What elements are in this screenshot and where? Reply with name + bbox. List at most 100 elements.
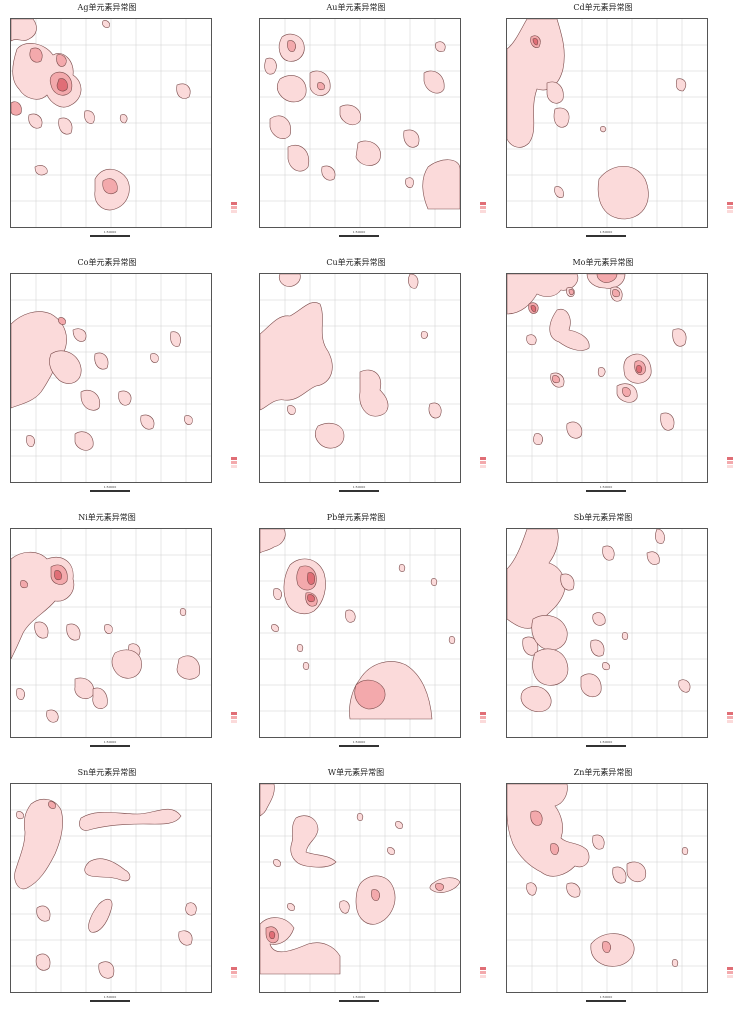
map-panel-ag: Ag单元素异常图 1:50000 [4, 2, 250, 252]
map-frame[interactable] [10, 783, 212, 993]
anomaly-zone [339, 104, 361, 126]
map-frame[interactable] [259, 18, 461, 228]
anomaly-zone [118, 390, 132, 406]
scale-bar: 1:50000 [586, 230, 626, 242]
scale-bar-graphic [90, 235, 130, 237]
anomaly-zone [321, 165, 336, 181]
anomaly-zone [269, 931, 276, 940]
anomaly-zone [276, 75, 307, 103]
legend-swatch-mid [231, 716, 237, 719]
anomaly-zone [429, 877, 460, 893]
anomaly-zone [675, 78, 687, 92]
anomaly-zone [98, 961, 115, 979]
anomaly-zone [28, 113, 43, 129]
scale-bar-graphic [90, 745, 130, 747]
map-frame[interactable] [259, 783, 461, 993]
legend-swatch-mid [480, 206, 486, 209]
anomaly-zone [46, 709, 59, 723]
anomaly-zone [302, 662, 310, 670]
anomaly-zone [185, 902, 197, 916]
legend-swatch-high [727, 457, 733, 460]
anomaly-zone [36, 905, 51, 922]
anomaly-zone [553, 107, 570, 128]
anomaly-zone [554, 186, 564, 198]
map-panel-ni: Ni单元素异常图 1:50000 [4, 512, 250, 762]
anomaly-map [11, 784, 211, 992]
map-legend [727, 457, 733, 469]
scale-bar: 1:50000 [586, 995, 626, 1007]
anomaly-zone [592, 834, 605, 850]
map-frame[interactable] [259, 528, 461, 738]
anomaly-zone [428, 402, 442, 419]
map-frame[interactable] [506, 273, 708, 483]
anomaly-zone [597, 166, 649, 220]
anomaly-zone [58, 317, 66, 325]
anomaly-zone [568, 289, 575, 296]
map-panel-sn: Sn单元素异常图 1:50000 [4, 767, 250, 1017]
anomaly-zone [597, 367, 606, 377]
map-frame[interactable] [506, 783, 708, 993]
scale-bar-graphic [339, 235, 379, 237]
anomaly-zone [681, 847, 689, 855]
anomaly-zone [84, 858, 131, 882]
anomaly-map [11, 274, 211, 482]
anomaly-map [260, 274, 460, 482]
anomaly-zone [520, 686, 552, 712]
map-legend [727, 202, 733, 214]
scale-bar: 1:50000 [90, 995, 130, 1007]
legend-swatch-high [480, 712, 486, 715]
anomaly-zone [260, 529, 286, 554]
anomaly-zone [532, 38, 539, 46]
anomaly-zone [317, 82, 325, 91]
legend-swatch-low [231, 465, 237, 468]
scale-bar-graphic [90, 490, 130, 492]
anomaly-zone [646, 551, 660, 565]
legend-swatch-mid [231, 206, 237, 209]
map-panel-sb: Sb单元素异常图 1:50000 [500, 512, 746, 762]
legend-swatch-mid [480, 461, 486, 464]
anomaly-zone [26, 435, 35, 447]
legend-swatch-high [480, 457, 486, 460]
legend-swatch-high [231, 457, 237, 460]
map-title: Sb单元素异常图 [573, 513, 633, 522]
anomaly-zone [296, 644, 304, 652]
scale-text: 1:50000 [352, 485, 366, 489]
anomaly-zone [92, 687, 108, 709]
anomaly-zone [626, 861, 647, 883]
anomaly-map [260, 529, 460, 737]
map-title: Au单元素异常图 [326, 3, 386, 12]
map-title: Ni单元素异常图 [78, 513, 136, 522]
scale-bar: 1:50000 [586, 485, 626, 497]
anomaly-zone [533, 433, 543, 445]
anomaly-zone [566, 421, 583, 439]
map-title: Cd单元素异常图 [573, 3, 633, 12]
scale-bar: 1:50000 [90, 230, 130, 242]
map-title: Zn单元素异常图 [573, 768, 633, 777]
legend-swatch-high [727, 202, 733, 205]
scale-bar-graphic [339, 490, 379, 492]
legend-swatch-mid [727, 971, 733, 974]
map-frame[interactable] [10, 528, 212, 738]
legend-swatch-high [727, 967, 733, 970]
anomaly-zone [271, 624, 279, 632]
map-frame[interactable] [10, 273, 212, 483]
anomaly-zone [602, 941, 611, 953]
anomaly-zone [602, 662, 610, 671]
anomaly-zone [88, 898, 113, 933]
map-frame[interactable] [10, 18, 212, 228]
anomaly-map [507, 784, 707, 992]
anomaly-zone [16, 811, 24, 820]
anomaly-zone [12, 43, 82, 108]
anomaly-zone [592, 612, 606, 626]
anomaly-zone [552, 375, 560, 384]
map-frame[interactable] [506, 528, 708, 738]
legend-swatch-high [231, 967, 237, 970]
map-frame[interactable] [506, 18, 708, 228]
legend-swatch-low [480, 975, 486, 978]
legend-swatch-mid [480, 716, 486, 719]
anomaly-zone [80, 389, 101, 411]
anomaly-zone [355, 140, 381, 166]
map-title: Mo单元素异常图 [572, 258, 634, 267]
map-frame[interactable] [259, 273, 461, 483]
map-legend [231, 457, 237, 469]
